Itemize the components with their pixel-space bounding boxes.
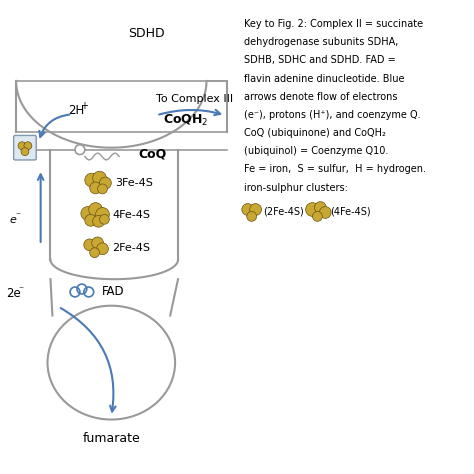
Text: fumarate: fumarate [82, 432, 140, 445]
Text: (e⁻), protons (H⁺), and coenzyme Q.: (e⁻), protons (H⁺), and coenzyme Q. [244, 110, 420, 120]
Circle shape [92, 215, 104, 227]
Text: 4Fe-4S: 4Fe-4S [112, 210, 150, 220]
Text: CoQ: CoQ [139, 147, 167, 160]
Circle shape [90, 182, 101, 194]
Circle shape [98, 184, 108, 194]
Text: (4Fe-4S): (4Fe-4S) [330, 207, 371, 217]
Circle shape [85, 214, 97, 226]
Text: 2Fe-4S: 2Fe-4S [112, 243, 150, 253]
Text: ⁻: ⁻ [18, 285, 23, 295]
Text: CoQH$_2$: CoQH$_2$ [164, 113, 209, 128]
Text: 2H: 2H [68, 104, 84, 117]
Text: 2e: 2e [6, 287, 21, 301]
Circle shape [96, 208, 109, 221]
Circle shape [92, 171, 106, 185]
Text: ⁻: ⁻ [15, 211, 20, 221]
Text: (ubiquinol) = Coenzyme Q10.: (ubiquinol) = Coenzyme Q10. [244, 146, 388, 156]
FancyBboxPatch shape [14, 136, 36, 160]
Text: 3Fe-4S: 3Fe-4S [115, 178, 153, 188]
Text: To Complex III: To Complex III [156, 94, 234, 104]
Circle shape [314, 201, 326, 213]
Circle shape [100, 177, 111, 189]
Text: Fe = iron,  S = sulfur,  H = hydrogen.: Fe = iron, S = sulfur, H = hydrogen. [244, 164, 426, 174]
Circle shape [18, 142, 26, 150]
Circle shape [250, 204, 262, 215]
Circle shape [100, 214, 109, 224]
Text: e: e [9, 215, 16, 225]
Text: +: + [80, 101, 88, 111]
Text: SDHB, SDHC and SDHD. FAD =: SDHB, SDHC and SDHD. FAD = [244, 55, 395, 65]
Circle shape [85, 173, 99, 187]
Circle shape [81, 207, 95, 220]
Circle shape [21, 148, 29, 155]
Circle shape [90, 248, 100, 257]
Circle shape [89, 203, 102, 217]
Text: FAD: FAD [101, 285, 124, 299]
Circle shape [242, 204, 254, 215]
Circle shape [75, 145, 85, 155]
Text: SDHD: SDHD [128, 27, 165, 40]
Text: CoQ (ubiquinone) and CoQH₂: CoQ (ubiquinone) and CoQH₂ [244, 128, 386, 138]
Text: flavin adenine dinucleotide. Blue: flavin adenine dinucleotide. Blue [244, 73, 404, 83]
Circle shape [247, 211, 256, 221]
Text: iron-sulphur clusters:: iron-sulphur clusters: [244, 182, 347, 192]
Text: arrows denote flow of electrons: arrows denote flow of electrons [244, 92, 397, 102]
Circle shape [312, 211, 322, 221]
Circle shape [84, 239, 96, 251]
Circle shape [97, 243, 109, 255]
Text: dehydrogenase subunits SDHA,: dehydrogenase subunits SDHA, [244, 37, 398, 47]
Circle shape [24, 142, 32, 150]
Circle shape [91, 237, 103, 249]
Text: Key to Fig. 2: Complex II = succinate: Key to Fig. 2: Complex II = succinate [244, 19, 423, 29]
Circle shape [319, 207, 331, 219]
Text: (2Fe-4S): (2Fe-4S) [264, 207, 304, 217]
Circle shape [306, 203, 319, 217]
